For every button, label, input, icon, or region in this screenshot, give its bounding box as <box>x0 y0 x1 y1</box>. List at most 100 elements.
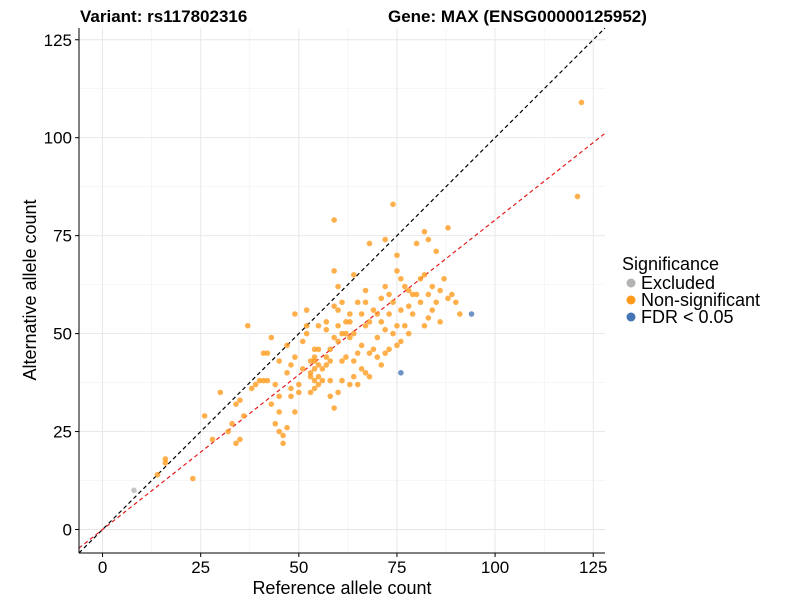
reference-lines <box>78 27 606 554</box>
point-non-significant <box>260 350 267 356</box>
point-non-significant <box>445 295 451 302</box>
point-non-significant <box>327 358 334 364</box>
point-non-significant <box>299 366 306 372</box>
point-non-significant <box>358 311 365 317</box>
point-non-significant <box>335 389 341 396</box>
point-non-significant <box>347 334 353 341</box>
point-non-significant <box>307 389 314 396</box>
point-non-significant <box>311 346 318 353</box>
point-non-significant <box>382 236 388 243</box>
point-non-significant <box>398 275 404 282</box>
point-non-significant <box>315 362 322 368</box>
point-non-significant <box>315 346 322 353</box>
legend-key-fdr <box>626 312 636 322</box>
point-non-significant <box>453 299 459 306</box>
legend-item-excluded: Excluded <box>626 273 715 293</box>
point-non-significant <box>366 373 373 380</box>
point-non-significant <box>264 377 271 384</box>
point-non-significant <box>347 381 353 388</box>
point-non-significant <box>350 373 357 380</box>
grid-lines <box>79 28 605 553</box>
point-non-significant <box>417 275 424 282</box>
point-non-significant <box>154 471 161 478</box>
point-non-significant <box>343 330 349 337</box>
y-tick-label: 50 <box>53 325 72 344</box>
legend-item-fdr: FDR < 0.05 <box>626 307 734 327</box>
point-non-significant <box>405 330 412 337</box>
point-non-significant <box>237 436 243 443</box>
point-non-significant <box>331 268 337 274</box>
point-non-significant <box>327 393 334 400</box>
point-non-significant <box>292 311 298 317</box>
point-non-significant <box>402 322 408 329</box>
point-non-significant <box>288 393 294 400</box>
point-non-significant <box>319 366 326 372</box>
point-non-significant <box>162 460 169 466</box>
point-non-significant <box>272 420 279 427</box>
point-non-significant <box>315 381 322 388</box>
point-non-significant <box>421 272 428 278</box>
x-tick-label: 75 <box>387 558 406 577</box>
point-non-significant <box>394 268 400 274</box>
point-non-significant <box>354 381 361 388</box>
point-non-significant <box>417 299 424 306</box>
point-non-significant <box>343 354 349 360</box>
x-axis-title: Reference allele count <box>252 578 431 598</box>
point-non-significant <box>366 350 373 356</box>
point-non-significant <box>319 377 326 384</box>
tick-marks: 0 25 50 75 100 125 0 25 50 75 100 125 <box>44 31 608 577</box>
point-non-significant <box>303 330 310 337</box>
point-non-significant <box>284 342 290 349</box>
point-non-significant <box>413 291 420 298</box>
point-non-significant <box>323 326 330 333</box>
point-non-significant <box>358 366 365 372</box>
point-non-significant <box>244 322 251 329</box>
point-non-significant <box>276 393 282 400</box>
point-non-significant <box>449 291 455 298</box>
point-non-significant <box>264 350 271 356</box>
legend-item-non-significant: Non-significant <box>626 290 760 310</box>
point-non-significant <box>276 428 282 435</box>
point-excluded <box>131 487 137 494</box>
x-tick-label: 50 <box>289 558 308 577</box>
point-non-significant <box>390 201 396 208</box>
point-non-significant <box>288 362 294 368</box>
point-non-significant <box>437 319 443 325</box>
point-non-significant <box>327 346 334 353</box>
x-tick-label: 0 <box>98 558 107 577</box>
point-non-significant <box>370 346 377 353</box>
point-non-significant <box>350 272 357 278</box>
point-non-significant <box>390 330 396 337</box>
point-non-significant <box>331 217 337 223</box>
point-non-significant <box>374 354 381 360</box>
point-non-significant <box>343 319 349 325</box>
point-non-significant <box>382 326 388 333</box>
point-non-significant <box>378 295 385 302</box>
y-tick-label: 75 <box>53 227 72 246</box>
point-non-significant <box>307 369 314 376</box>
point-non-significant <box>421 322 428 329</box>
legend-key-non-significant <box>626 295 636 305</box>
point-non-significant <box>574 193 581 200</box>
reference-line-fitted <box>78 132 606 549</box>
point-non-significant <box>272 381 279 388</box>
point-non-significant <box>409 311 416 317</box>
point-non-significant <box>276 409 282 415</box>
legend-label-fdr: FDR < 0.05 <box>641 307 734 327</box>
point-non-significant <box>292 354 298 360</box>
point-non-significant <box>374 311 381 317</box>
point-non-significant <box>402 283 408 290</box>
legend: Significance Excluded Non-significant FD… <box>622 254 760 327</box>
point-non-significant <box>390 299 396 306</box>
legend-title: Significance <box>622 254 719 274</box>
chart-title-gene: Gene: MAX (ENSG00000125952) <box>388 7 647 26</box>
x-tick-label: 100 <box>481 558 509 577</box>
legend-key-excluded <box>626 278 636 288</box>
x-tick-label: 125 <box>579 558 607 577</box>
point-non-significant <box>335 307 341 313</box>
point-non-significant <box>398 307 404 313</box>
point-non-significant <box>280 440 286 447</box>
point-non-significant <box>429 307 436 313</box>
point-non-significant <box>339 377 345 384</box>
